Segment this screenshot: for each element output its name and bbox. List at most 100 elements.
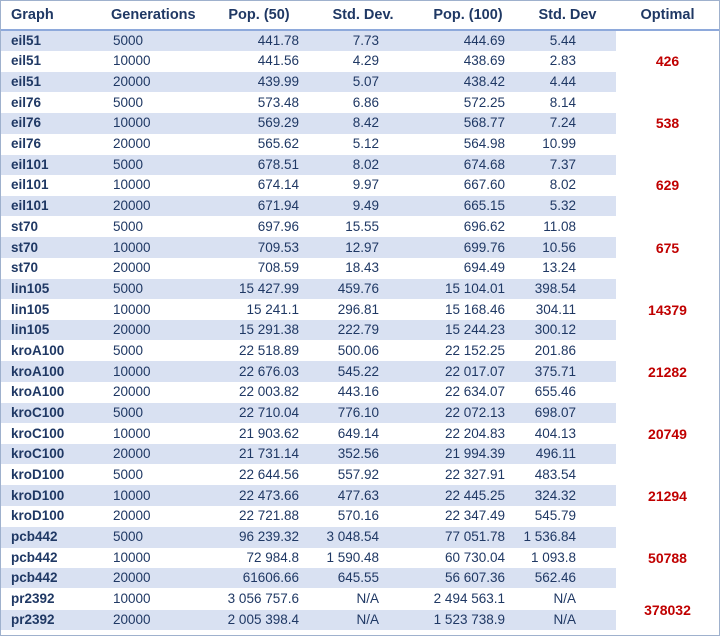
table-row: lin105 5000 15 427.99 459.76 15 104.01 398.54… xyxy=(1,278,719,341)
cell-graph: lin105 xyxy=(1,319,101,341)
table-row: kroA100 10000 22 676.03 545.22 22 017.07 375.… xyxy=(1,361,719,382)
cell-pop50: 3 056 757.6 xyxy=(209,588,309,610)
cell-generations: 10000 xyxy=(101,423,209,445)
cell-generations: 10000 xyxy=(101,361,209,382)
cell-pop100: 15 168.46 xyxy=(417,299,519,320)
cell-stddev-50: N/A xyxy=(309,609,417,631)
cell-graph: kroD100 xyxy=(1,485,101,507)
cell-stddev-100: 1 536.84 xyxy=(519,526,616,548)
cell-generations: 5000 xyxy=(101,216,209,238)
cell-pop50: 439.99 xyxy=(209,71,309,93)
cell-pop50: 22 644.56 xyxy=(209,464,309,486)
cell-graph: kroC100 xyxy=(1,444,101,465)
cell-graph: eil76 xyxy=(1,113,101,134)
cell-pop50: 15 241.1 xyxy=(209,299,309,320)
cell-pop100: 22 017.07 xyxy=(417,361,519,382)
cell-stddev-50: 222.79 xyxy=(309,319,417,341)
cell-pop50: 569.29 xyxy=(209,113,309,134)
cell-generations: 20000 xyxy=(101,444,209,465)
cell-pop50: 61606.66 xyxy=(209,568,309,589)
cell-graph: eil51 xyxy=(1,29,101,51)
cell-generations: 20000 xyxy=(101,609,209,631)
cell-stddev-100: 300.12 xyxy=(519,319,616,341)
cell-graph: pcb442 xyxy=(1,547,101,569)
cell-pop100: 21 994.39 xyxy=(417,444,519,465)
cell-graph: lin105 xyxy=(1,278,101,300)
cell-stddev-50: 7.73 xyxy=(309,29,417,51)
cell-pop50: 22 721.88 xyxy=(209,506,309,527)
cell-stddev-50: 4.29 xyxy=(309,51,417,72)
cell-pop100: 56 607.36 xyxy=(417,568,519,589)
cell-graph: kroC100 xyxy=(1,402,101,424)
cell-pop100: 667.60 xyxy=(417,175,519,196)
cell-stddev-100: 2.83 xyxy=(519,51,616,72)
cell-optimal: 21294 xyxy=(616,464,719,527)
table-body: eil51 5000 441.78 7.73 444.69 5.44 426 eil51 100… xyxy=(1,29,719,631)
table-row: pr2392 20000 2 005 398.4 N/A 1 523 738.9 N/A xyxy=(1,609,719,631)
table-row: pcb442 10000 72 984.8 1 590.48 60 730.04 1 09… xyxy=(1,547,719,569)
cell-pop50: 22 710.04 xyxy=(209,402,309,424)
cell-pop50: 2 005 398.4 xyxy=(209,609,309,631)
cell-stddev-100: 8.14 xyxy=(519,91,616,114)
cell-pop100: 438.42 xyxy=(417,71,519,93)
cell-pop50: 441.56 xyxy=(209,51,309,72)
cell-generations: 5000 xyxy=(101,91,209,114)
cell-stddev-50: 296.81 xyxy=(309,299,417,320)
cell-stddev-50: 500.06 xyxy=(309,340,417,362)
cell-pop50: 22 473.66 xyxy=(209,485,309,507)
cell-graph: pcb442 xyxy=(1,568,101,589)
cell-graph: kroA100 xyxy=(1,340,101,362)
cell-pop50: 573.48 xyxy=(209,91,309,114)
cell-pop100: 568.77 xyxy=(417,113,519,134)
header-graph: Graph xyxy=(1,1,101,31)
cell-stddev-100: 5.44 xyxy=(519,29,616,51)
cell-pop100: 22 327.91 xyxy=(417,464,519,486)
cell-graph: pr2392 xyxy=(1,609,101,631)
table-row: lin105 10000 15 241.1 296.81 15 168.46 304.11 xyxy=(1,299,719,320)
cell-stddev-100: 375.71 xyxy=(519,361,616,382)
cell-generations: 20000 xyxy=(101,133,209,155)
cell-stddev-50: 1 590.48 xyxy=(309,547,417,569)
cell-stddev-50: 557.92 xyxy=(309,464,417,486)
cell-graph: lin105 xyxy=(1,299,101,320)
cell-graph: st70 xyxy=(1,257,101,279)
table-row: kroD100 10000 22 473.66 477.63 22 445.25 324.… xyxy=(1,485,719,507)
cell-stddev-50: 6.86 xyxy=(309,91,417,114)
cell-generations: 10000 xyxy=(101,588,209,610)
cell-stddev-50: 9.49 xyxy=(309,195,417,217)
cell-stddev-50: 545.22 xyxy=(309,361,417,382)
cell-stddev-50: 5.07 xyxy=(309,71,417,93)
table-row: kroA100 20000 22 003.82 443.16 22 634.07 655.… xyxy=(1,382,719,403)
cell-pop100: 444.69 xyxy=(417,29,519,51)
cell-generations: 10000 xyxy=(101,547,209,569)
cell-pop50: 441.78 xyxy=(209,29,309,51)
cell-graph: eil101 xyxy=(1,195,101,217)
cell-stddev-50: 645.55 xyxy=(309,568,417,589)
cell-stddev-100: 398.54 xyxy=(519,278,616,300)
cell-pop100: 564.98 xyxy=(417,133,519,155)
cell-optimal: 378032 xyxy=(616,588,719,631)
cell-generations: 10000 xyxy=(101,299,209,320)
cell-stddev-100: 10.56 xyxy=(519,237,616,258)
cell-stddev-50: 12.97 xyxy=(309,237,417,258)
cell-generations: 10000 xyxy=(101,237,209,258)
cell-stddev-100: 304.11 xyxy=(519,299,616,320)
header-optimal: Optimal xyxy=(616,1,719,31)
cell-stddev-50: 9.97 xyxy=(309,175,417,196)
cell-optimal: 629 xyxy=(616,153,719,217)
cell-generations: 5000 xyxy=(101,340,209,362)
cell-stddev-50: 352.56 xyxy=(309,444,417,465)
cell-generations: 10000 xyxy=(101,51,209,72)
cell-generations: 20000 xyxy=(101,382,209,403)
cell-pop100: 22 152.25 xyxy=(417,340,519,362)
cell-pop100: 22 634.07 xyxy=(417,382,519,403)
cell-pop50: 96 239.32 xyxy=(209,526,309,548)
cell-graph: eil101 xyxy=(1,153,101,176)
cell-stddev-100: 7.37 xyxy=(519,153,616,176)
cell-graph: eil51 xyxy=(1,71,101,93)
cell-stddev-100: 4.44 xyxy=(519,71,616,93)
cell-pop100: 438.69 xyxy=(417,51,519,72)
cell-generations: 5000 xyxy=(101,153,209,176)
cell-pop50: 709.53 xyxy=(209,237,309,258)
cell-stddev-50: 477.63 xyxy=(309,485,417,507)
